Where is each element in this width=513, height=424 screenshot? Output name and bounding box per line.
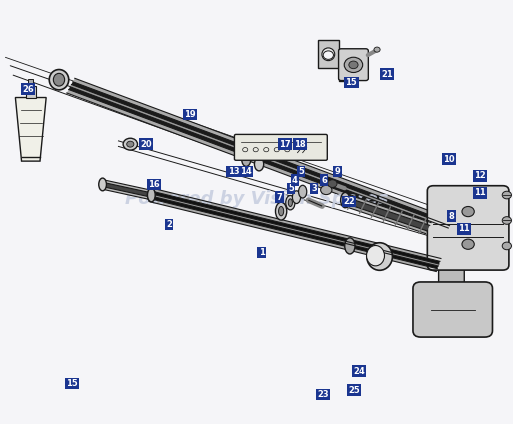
Polygon shape <box>15 98 46 161</box>
Text: 11: 11 <box>474 188 485 198</box>
Circle shape <box>502 242 511 250</box>
Text: 15: 15 <box>346 78 357 87</box>
Text: 19: 19 <box>184 110 195 119</box>
Ellipse shape <box>367 243 392 271</box>
Polygon shape <box>69 82 451 231</box>
Ellipse shape <box>292 191 301 204</box>
Text: 25: 25 <box>348 385 360 395</box>
Text: 15: 15 <box>66 379 77 388</box>
Ellipse shape <box>288 199 292 206</box>
FancyBboxPatch shape <box>339 49 368 81</box>
Ellipse shape <box>254 157 264 171</box>
Text: 24: 24 <box>353 366 365 376</box>
Text: 2: 2 <box>166 220 172 229</box>
Ellipse shape <box>366 245 385 266</box>
Circle shape <box>328 180 337 187</box>
Polygon shape <box>343 195 431 234</box>
Polygon shape <box>102 182 152 197</box>
Text: Powered by Vision Spares: Powered by Vision Spares <box>125 190 388 208</box>
FancyBboxPatch shape <box>234 134 327 160</box>
Circle shape <box>374 47 380 52</box>
Circle shape <box>502 217 511 224</box>
Ellipse shape <box>242 152 251 167</box>
FancyBboxPatch shape <box>28 79 33 86</box>
Circle shape <box>321 185 332 195</box>
Ellipse shape <box>345 238 355 254</box>
Polygon shape <box>67 78 453 234</box>
Ellipse shape <box>49 70 69 90</box>
Text: 3: 3 <box>311 184 317 193</box>
Text: 16: 16 <box>148 180 160 189</box>
Ellipse shape <box>53 73 65 86</box>
Polygon shape <box>318 40 351 81</box>
Ellipse shape <box>275 202 287 220</box>
Ellipse shape <box>286 195 295 210</box>
Text: 1: 1 <box>259 248 265 257</box>
Text: 13: 13 <box>228 167 239 176</box>
Text: 18: 18 <box>294 139 306 149</box>
FancyBboxPatch shape <box>26 86 36 98</box>
Text: 5: 5 <box>298 167 304 176</box>
Ellipse shape <box>341 192 350 208</box>
Text: 21: 21 <box>382 70 393 79</box>
Circle shape <box>323 51 333 59</box>
Circle shape <box>127 141 134 147</box>
Text: 10: 10 <box>443 154 455 164</box>
Ellipse shape <box>148 189 155 201</box>
Polygon shape <box>151 194 439 266</box>
Text: 14: 14 <box>241 167 252 176</box>
Polygon shape <box>344 198 430 231</box>
Circle shape <box>349 61 358 69</box>
FancyBboxPatch shape <box>427 186 509 270</box>
Circle shape <box>462 206 474 217</box>
Circle shape <box>123 138 137 150</box>
Text: 17: 17 <box>279 139 290 149</box>
Circle shape <box>502 191 511 199</box>
Ellipse shape <box>98 178 107 191</box>
FancyBboxPatch shape <box>413 282 492 337</box>
Ellipse shape <box>322 48 335 61</box>
Ellipse shape <box>148 188 155 202</box>
Text: 7: 7 <box>277 192 283 202</box>
Text: 6: 6 <box>321 176 327 185</box>
Polygon shape <box>101 180 153 200</box>
Circle shape <box>344 57 363 73</box>
Text: 11: 11 <box>459 224 470 234</box>
Text: 8: 8 <box>448 212 455 221</box>
FancyBboxPatch shape <box>439 263 464 290</box>
Polygon shape <box>70 84 449 228</box>
Circle shape <box>462 239 474 249</box>
Polygon shape <box>149 189 441 271</box>
Text: 20: 20 <box>141 139 152 149</box>
Text: 9: 9 <box>334 167 341 176</box>
Text: 26: 26 <box>23 84 34 94</box>
Ellipse shape <box>299 185 307 198</box>
Text: 22: 22 <box>343 197 354 206</box>
Ellipse shape <box>279 206 284 216</box>
Text: 5: 5 <box>288 184 294 193</box>
Polygon shape <box>150 191 440 269</box>
Text: 23: 23 <box>318 390 329 399</box>
Text: 12: 12 <box>474 171 485 181</box>
Text: 4: 4 <box>292 176 298 185</box>
